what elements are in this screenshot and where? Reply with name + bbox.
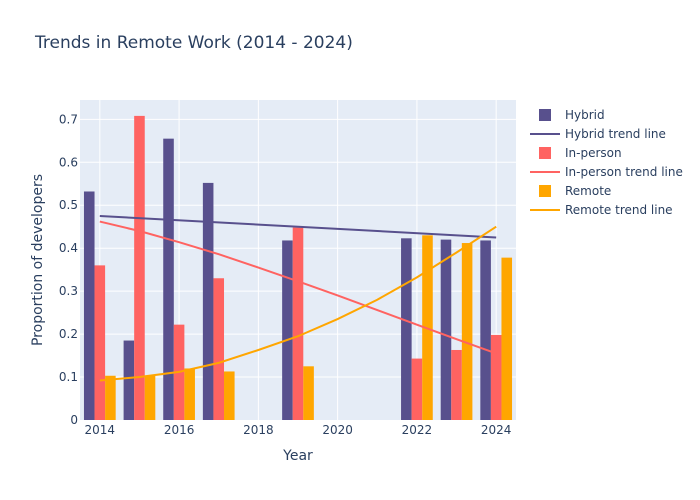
y-tick-label: 0.7 bbox=[59, 112, 78, 126]
legend-label: In-person bbox=[565, 146, 622, 160]
bar-in-person bbox=[292, 227, 304, 420]
in-person-trend-line bbox=[99, 220, 497, 355]
bar-in-person bbox=[411, 358, 423, 420]
bar-remote bbox=[144, 375, 156, 420]
hybrid-trend-line bbox=[99, 214, 497, 239]
bar-remote bbox=[105, 375, 116, 420]
y-tick-label: 0.5 bbox=[59, 198, 78, 212]
legend: Hybrid Hybrid trend line In-person In-perso… bbox=[530, 108, 683, 217]
x-tick-label: 2014 bbox=[85, 423, 116, 437]
bar-in-person bbox=[451, 349, 462, 420]
y-axis-title: Proportion of developers bbox=[30, 174, 46, 346]
bar-remote bbox=[501, 257, 513, 420]
bar-hybrid bbox=[83, 191, 95, 420]
y-tick-label: 0.3 bbox=[59, 284, 78, 298]
bar-hybrid bbox=[163, 138, 174, 420]
bar-hybrid bbox=[480, 240, 491, 420]
bar-hybrid bbox=[202, 182, 214, 420]
bar-hybrid bbox=[123, 340, 135, 420]
bar-hybrid bbox=[401, 238, 412, 420]
x-tick-label: 2020 bbox=[322, 423, 353, 437]
bar-remote bbox=[184, 368, 195, 420]
y-tick-label: 0.1 bbox=[59, 370, 78, 384]
bar-remote bbox=[224, 371, 235, 420]
bar-in-person bbox=[490, 334, 502, 420]
y-axis-ticks: 0 0.1 0.2 0.3 0.4 0.5 0.6 0.7 bbox=[59, 112, 78, 427]
legend-swatch bbox=[539, 147, 551, 159]
chart-title: Trends in Remote Work (2014 - 2024) bbox=[35, 33, 353, 53]
bar-hybrid bbox=[282, 240, 293, 420]
y-tick-label: 0.4 bbox=[59, 241, 78, 255]
legend-label: Hybrid trend line bbox=[565, 127, 666, 141]
bar-in-person bbox=[94, 265, 106, 420]
bar-hybrid bbox=[440, 239, 452, 420]
y-tick-label: 0 bbox=[70, 413, 78, 427]
legend-label: Hybrid bbox=[565, 108, 605, 122]
x-tick-label: 2022 bbox=[402, 423, 433, 437]
bar-remote bbox=[461, 243, 473, 420]
x-axis-ticks: 2014 2016 2018 2020 2022 2024 bbox=[85, 423, 512, 437]
y-tick-label: 0.6 bbox=[59, 155, 78, 169]
x-tick-label: 2016 bbox=[164, 423, 195, 437]
x-tick-label: 2024 bbox=[481, 423, 512, 437]
remote-trend-line bbox=[99, 225, 497, 382]
bar-in-person bbox=[213, 278, 225, 420]
x-tick-label: 2018 bbox=[243, 423, 274, 437]
bar-in-person bbox=[134, 115, 145, 421]
x-axis-title: Year bbox=[282, 448, 313, 464]
bar-remote bbox=[303, 366, 314, 420]
legend-label: In-person trend line bbox=[565, 165, 683, 179]
trend-lines bbox=[99, 214, 497, 382]
legend-label: Remote trend line bbox=[565, 203, 673, 217]
y-tick-label: 0.2 bbox=[59, 327, 78, 341]
legend-swatch bbox=[539, 109, 551, 121]
legend-label: Remote bbox=[565, 184, 611, 198]
legend-swatch bbox=[539, 185, 551, 197]
